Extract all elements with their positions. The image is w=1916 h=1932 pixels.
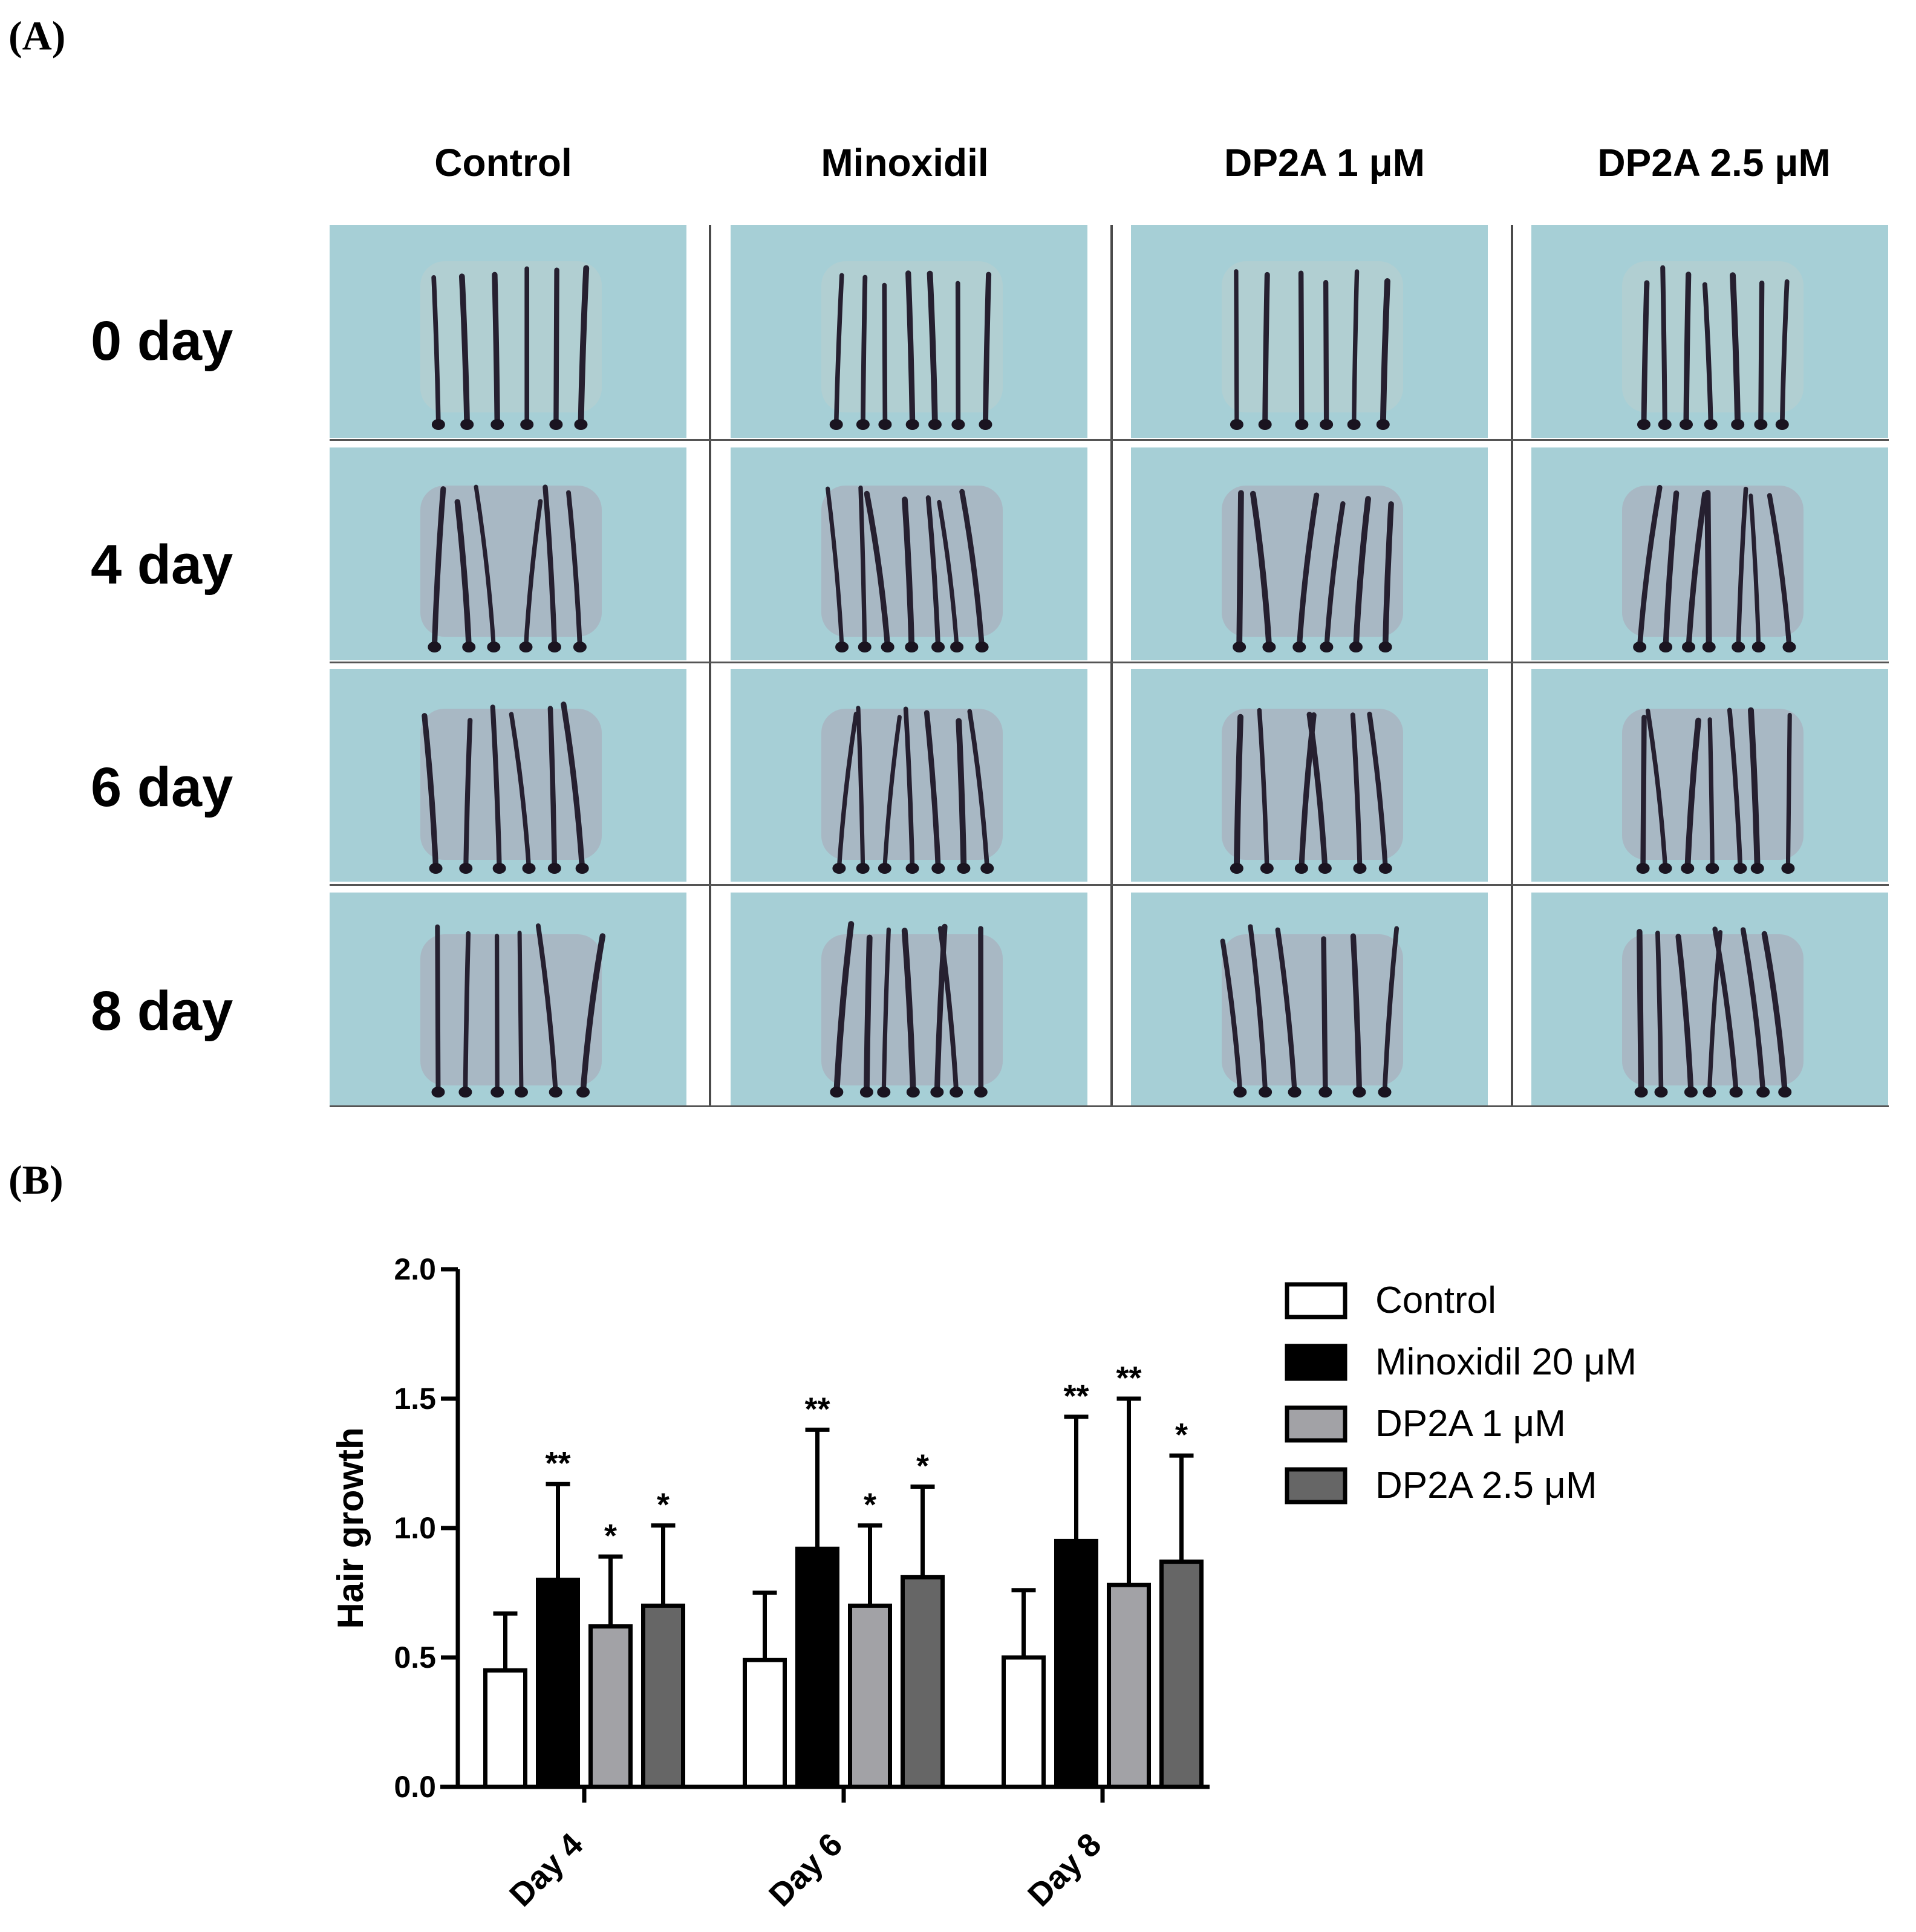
column-header-control: Control — [434, 141, 572, 184]
legend-swatch — [1285, 1344, 1347, 1381]
bar — [795, 1546, 839, 1789]
bar — [1159, 1560, 1204, 1789]
follicle-photo-dp2a-2-5-day-6 — [1531, 669, 1888, 882]
bar — [848, 1603, 892, 1789]
photo-column-divider — [709, 225, 711, 1105]
column-header-dp2a-1: DP2A 1 μM — [1224, 141, 1425, 184]
significance-label: * — [864, 1487, 876, 1523]
y-axis-title: Hair growth — [330, 1427, 371, 1628]
bar — [1054, 1538, 1098, 1789]
bar — [901, 1575, 945, 1789]
follicle-photo-minoxidil-day-8 — [731, 893, 1087, 1105]
column-header-dp2a-2-5: DP2A 2.5 μM — [1597, 141, 1831, 184]
legend-swatch — [1285, 1405, 1347, 1443]
bar — [743, 1657, 787, 1789]
chart-axes: 0.0 0.5 1.0 1.5 2.0 Hair growth Day 4 Day 6 Day … — [330, 1252, 1210, 1913]
follicle-photo-control-day-8 — [330, 893, 686, 1105]
follicle-photo-dp2a-1-day-8 — [1131, 893, 1488, 1105]
photo-row-divider — [330, 1105, 1889, 1107]
chart-bars: ********** *** — [483, 1360, 1204, 1789]
legend-swatch — [1285, 1467, 1347, 1504]
legend-swatch — [1285, 1282, 1347, 1319]
bar — [1002, 1655, 1046, 1789]
y-tick-label: 0.5 — [394, 1641, 436, 1674]
x-tick-label: Day 8 — [1021, 1826, 1108, 1913]
legend-label: Minoxidil 20 μM — [1375, 1341, 1637, 1383]
legend-label: DP2A 2.5 μM — [1375, 1465, 1597, 1506]
significance-label: ** — [804, 1391, 830, 1427]
follicle-photo-control-day-0 — [330, 225, 686, 438]
photo-column-divider — [1511, 225, 1513, 1105]
photo-row-divider — [330, 439, 1889, 441]
row-header-day-8: 8 day — [91, 980, 233, 1042]
significance-label: ** — [1116, 1360, 1141, 1396]
follicle-photo-dp2a-2-5-day-4 — [1531, 447, 1888, 660]
bar — [641, 1603, 685, 1789]
legend-label: Control — [1375, 1280, 1496, 1321]
significance-label: ** — [545, 1445, 570, 1482]
follicle-photo-minoxidil-day-4 — [731, 447, 1087, 660]
y-tick-label: 1.0 — [394, 1511, 436, 1545]
chart-legend: Control Minoxidil 20 μM DP2A 1 μM DP2A 2.5 … — [1285, 1280, 1637, 1506]
follicle-photo-dp2a-2-5-day-8 — [1531, 893, 1888, 1105]
legend-label: DP2A 1 μM — [1375, 1403, 1566, 1445]
follicle-photo-dp2a-1-day-4 — [1131, 447, 1488, 660]
x-tick-label: Day 4 — [503, 1826, 590, 1913]
bar — [483, 1668, 527, 1789]
significance-label: * — [916, 1448, 929, 1485]
x-tick-label: Day 6 — [762, 1826, 849, 1913]
follicle-photo-minoxidil-day-6 — [731, 669, 1087, 882]
y-tick-label: 0.0 — [394, 1770, 436, 1804]
bar — [1107, 1582, 1151, 1789]
follicle-photo-dp2a-2-5-day-0 — [1531, 225, 1888, 438]
y-tick-label: 2.0 — [394, 1252, 436, 1286]
follicle-photo-minoxidil-day-0 — [731, 225, 1087, 438]
row-header-day-6: 6 day — [91, 756, 233, 818]
row-header-day-4: 4 day — [91, 534, 233, 596]
bar — [536, 1578, 580, 1789]
panel-a-label: (A) — [8, 13, 66, 59]
photo-column-divider — [1110, 225, 1113, 1105]
follicle-photo-dp2a-1-day-6 — [1131, 669, 1488, 882]
follicle-photo-dp2a-1-day-0 — [1131, 225, 1488, 438]
panel-b-label: (B) — [8, 1157, 64, 1203]
follicle-photo-control-day-6 — [330, 669, 686, 882]
significance-label: * — [604, 1518, 617, 1554]
column-header-minoxidil: Minoxidil — [821, 141, 989, 184]
y-tick-label: 1.5 — [394, 1382, 436, 1416]
significance-label: * — [657, 1487, 670, 1523]
bar — [588, 1624, 633, 1789]
follicle-photo-control-day-4 — [330, 447, 686, 660]
photo-row-divider — [330, 884, 1889, 886]
photo-row-divider — [330, 662, 1889, 663]
significance-label: ** — [1063, 1378, 1089, 1414]
significance-label: * — [1175, 1417, 1188, 1453]
row-header-day-0: 0 day — [91, 310, 233, 372]
